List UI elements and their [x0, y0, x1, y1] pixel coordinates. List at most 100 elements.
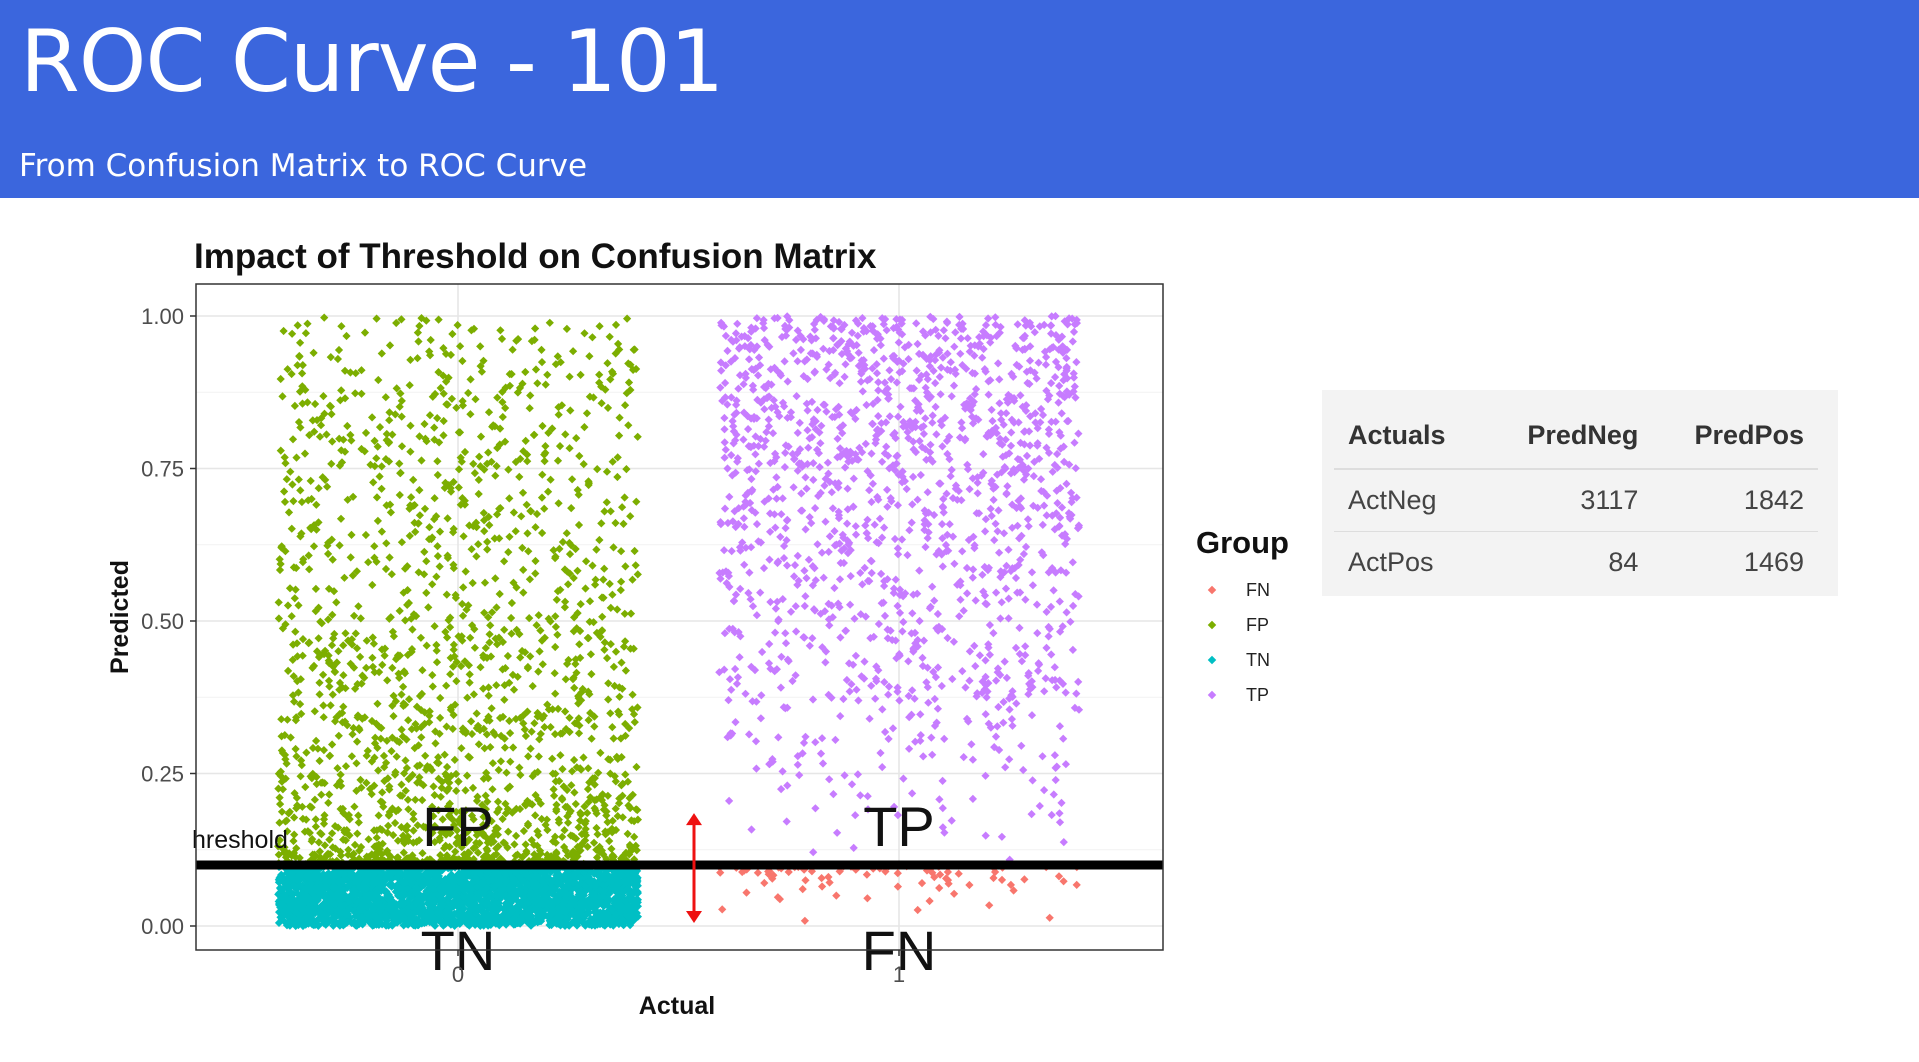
data-point [519, 588, 528, 597]
data-point [600, 564, 609, 573]
data-point [401, 756, 410, 765]
data-point [378, 660, 387, 670]
data-point [496, 326, 505, 335]
data-point [282, 475, 291, 484]
data-point [611, 518, 620, 528]
data-point [455, 428, 465, 437]
data-point [965, 880, 974, 890]
data-point [593, 464, 602, 474]
data-point [336, 514, 346, 523]
data-point [291, 744, 300, 754]
data-point [428, 670, 437, 680]
data-point [315, 432, 325, 441]
data-point [585, 352, 594, 361]
data-point [521, 367, 530, 377]
data-point [617, 503, 627, 512]
data-point [588, 333, 597, 342]
data-point [290, 830, 299, 839]
data-point [530, 324, 540, 333]
data-point [404, 716, 413, 725]
data-point [509, 685, 519, 694]
data-point [323, 549, 333, 559]
data-point [312, 500, 321, 509]
data-point [505, 494, 514, 503]
data-point [572, 433, 581, 443]
data-point [377, 349, 386, 358]
data-point [322, 482, 332, 491]
data-point [534, 611, 543, 620]
data-point [433, 457, 442, 466]
data-point [476, 432, 486, 441]
data-point [324, 798, 333, 808]
data-point [281, 459, 290, 468]
data-point [620, 609, 629, 618]
data-point [449, 645, 458, 654]
data-point [580, 422, 589, 432]
data-point [632, 497, 641, 506]
data-point [326, 701, 335, 710]
data-point [505, 716, 514, 726]
data-point [367, 413, 377, 422]
data-point [418, 666, 427, 675]
data-point [353, 829, 362, 838]
data-point [504, 465, 513, 474]
data-point [373, 516, 383, 526]
data-point [496, 757, 506, 766]
data-point [597, 399, 606, 408]
data-point [631, 561, 640, 570]
data-point [574, 520, 584, 530]
data-point [613, 339, 623, 349]
data-point [422, 641, 431, 650]
data-point [606, 639, 615, 649]
data-point [605, 836, 614, 846]
data-point [279, 326, 288, 336]
data-point [446, 670, 455, 679]
data-point [290, 594, 299, 603]
data-point [388, 663, 397, 673]
data-point [464, 388, 473, 398]
data-point [342, 331, 351, 341]
data-point [474, 475, 483, 485]
data-point [562, 529, 571, 538]
data-point [800, 916, 810, 925]
data-point [385, 416, 394, 425]
data-point [297, 497, 307, 507]
data-point [432, 658, 442, 667]
data-point [397, 725, 406, 734]
data-point [379, 751, 389, 761]
data-point [466, 410, 475, 419]
data-point [500, 625, 509, 634]
data-point [396, 468, 405, 478]
data-point [433, 470, 442, 480]
data-point [467, 545, 476, 554]
data-point [592, 545, 601, 554]
data-point [556, 751, 565, 760]
data-point [289, 836, 298, 846]
data-point [477, 367, 487, 376]
data-point [621, 562, 630, 571]
data-point [604, 695, 613, 704]
data-point [319, 391, 328, 401]
data-point [611, 647, 621, 656]
data-point [553, 630, 562, 639]
data-point [452, 403, 461, 412]
data-point [570, 788, 579, 797]
data-point [448, 329, 457, 339]
data-point [454, 777, 463, 786]
data-point [525, 575, 535, 584]
data-point [433, 551, 443, 561]
data-point [474, 489, 483, 499]
data-point [511, 527, 520, 536]
data-point [552, 595, 561, 604]
data-point [599, 575, 608, 584]
data-point [442, 400, 451, 409]
data-point [341, 629, 350, 638]
data-point [538, 470, 547, 479]
data-point [538, 660, 547, 669]
data-point [314, 484, 323, 493]
data-point [537, 345, 546, 355]
data-point [488, 785, 497, 794]
data-point [628, 575, 637, 584]
data-point [334, 345, 344, 355]
data-point [575, 451, 584, 461]
